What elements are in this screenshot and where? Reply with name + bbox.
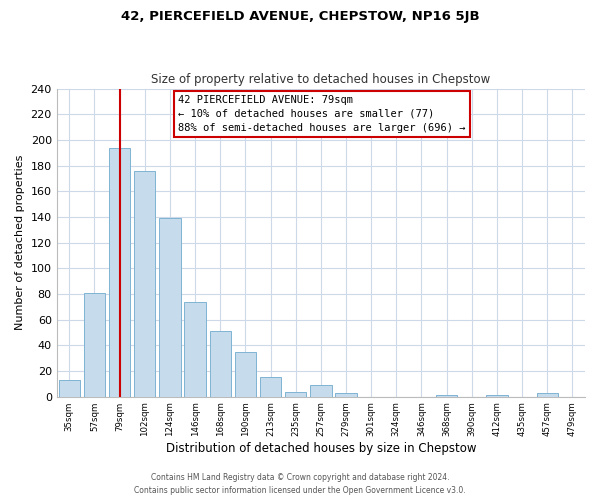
Text: 42, PIERCEFIELD AVENUE, CHEPSTOW, NP16 5JB: 42, PIERCEFIELD AVENUE, CHEPSTOW, NP16 5…	[121, 10, 479, 23]
Bar	[59, 380, 80, 396]
Title: Size of property relative to detached houses in Chepstow: Size of property relative to detached ho…	[151, 73, 490, 86]
Bar	[335, 393, 356, 396]
Bar	[184, 302, 206, 396]
Bar	[109, 148, 130, 396]
Bar	[536, 393, 558, 396]
Bar	[209, 331, 231, 396]
Bar	[235, 352, 256, 397]
Bar	[260, 378, 281, 396]
Bar	[159, 218, 181, 396]
Bar	[310, 385, 332, 396]
Text: Contains HM Land Registry data © Crown copyright and database right 2024.
Contai: Contains HM Land Registry data © Crown c…	[134, 474, 466, 495]
Y-axis label: Number of detached properties: Number of detached properties	[15, 155, 25, 330]
Bar	[134, 170, 155, 396]
Bar	[84, 292, 105, 397]
Bar	[285, 392, 307, 396]
Text: 42 PIERCEFIELD AVENUE: 79sqm
← 10% of detached houses are smaller (77)
88% of se: 42 PIERCEFIELD AVENUE: 79sqm ← 10% of de…	[178, 94, 466, 132]
X-axis label: Distribution of detached houses by size in Chepstow: Distribution of detached houses by size …	[166, 442, 476, 455]
